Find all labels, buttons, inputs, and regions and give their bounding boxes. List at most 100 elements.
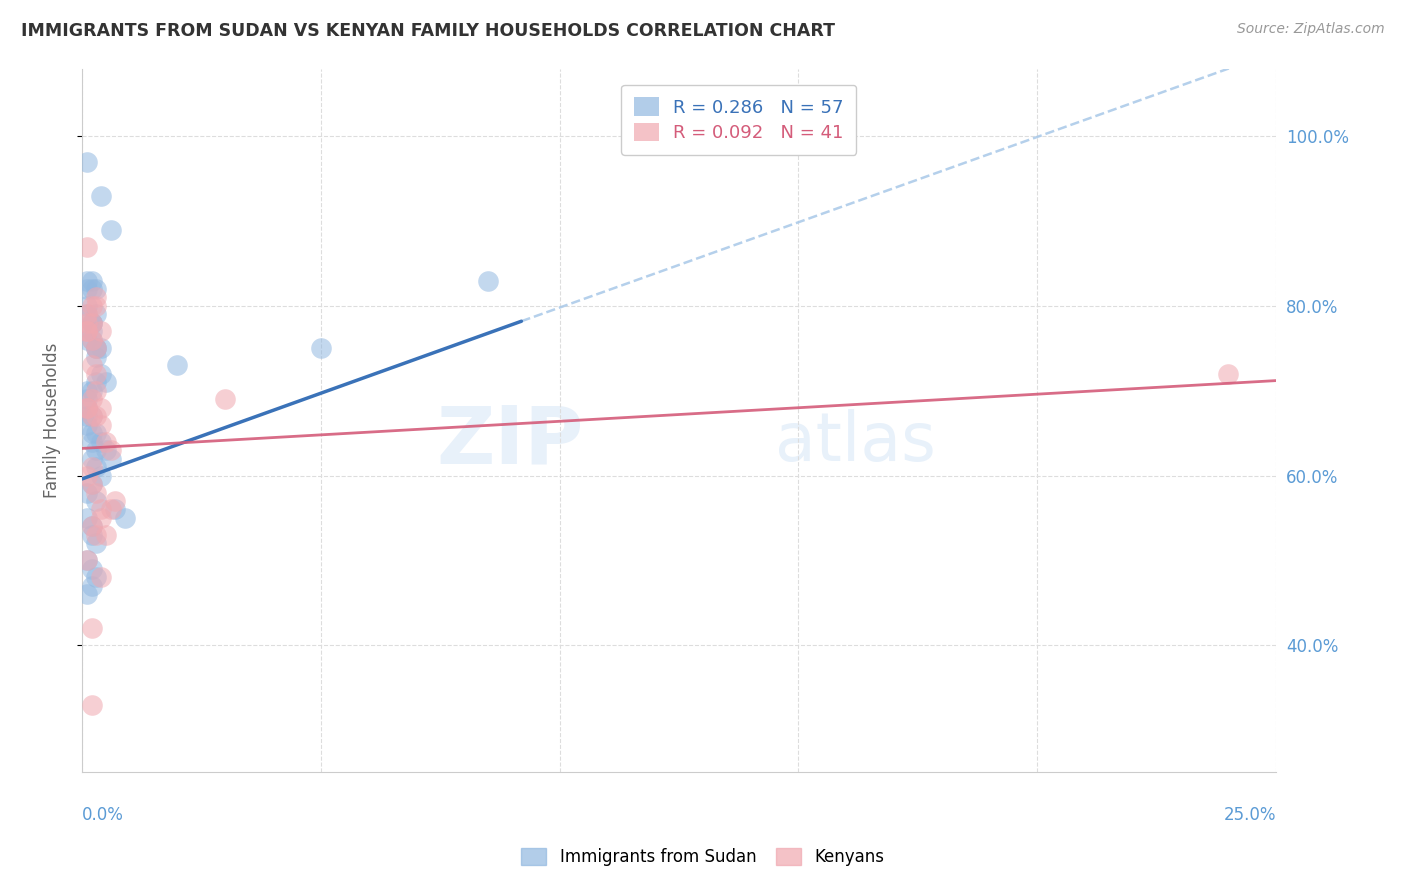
- Point: [80, 282, 103, 296]
- Text: IMMIGRANTS FROM SUDAN VS KENYAN FAMILY HOUSEHOLDS CORRELATION CHART: IMMIGRANTS FROM SUDAN VS KENYAN FAMILY H…: [21, 22, 835, 40]
- Point: [90, 468, 112, 483]
- Point: [94, 434, 117, 449]
- Point: [76, 273, 98, 287]
- Point: [90, 188, 112, 202]
- Point: [90, 511, 112, 525]
- Point: [80, 579, 103, 593]
- Point: [76, 333, 98, 347]
- Point: [84, 409, 107, 424]
- Point: [90, 401, 112, 415]
- Point: [100, 451, 122, 466]
- Point: [84, 528, 107, 542]
- Point: [100, 443, 122, 458]
- Point: [84, 291, 107, 305]
- Point: [80, 409, 103, 424]
- Point: [94, 443, 117, 458]
- Point: [309, 342, 332, 356]
- Point: [76, 409, 98, 424]
- Point: [90, 502, 112, 516]
- Point: [76, 299, 98, 313]
- Point: [90, 342, 112, 356]
- Point: [76, 154, 98, 169]
- Point: [84, 570, 107, 584]
- Point: [104, 502, 127, 516]
- Point: [84, 308, 107, 322]
- Point: [84, 460, 107, 475]
- Point: [80, 528, 103, 542]
- Point: [80, 426, 103, 441]
- Point: [100, 222, 122, 236]
- Text: 25.0%: 25.0%: [1223, 806, 1277, 824]
- Point: [80, 477, 103, 491]
- Point: [76, 511, 98, 525]
- Point: [80, 299, 103, 313]
- Point: [80, 519, 103, 533]
- Point: [80, 460, 103, 475]
- Text: ZIP: ZIP: [436, 402, 583, 481]
- Point: [80, 451, 103, 466]
- Point: [76, 587, 98, 601]
- Point: [80, 434, 103, 449]
- Point: [90, 417, 112, 432]
- Point: [80, 698, 103, 712]
- Point: [80, 273, 103, 287]
- Point: [84, 384, 107, 398]
- Point: [477, 273, 499, 287]
- Point: [80, 384, 103, 398]
- Point: [84, 494, 107, 508]
- Point: [84, 299, 107, 313]
- Point: [104, 494, 127, 508]
- Text: 0.0%: 0.0%: [82, 806, 124, 824]
- Point: [84, 350, 107, 364]
- Point: [76, 401, 98, 415]
- Point: [94, 376, 117, 390]
- Point: [84, 426, 107, 441]
- Point: [80, 519, 103, 533]
- Point: [76, 468, 98, 483]
- Point: [84, 443, 107, 458]
- Text: atlas: atlas: [775, 409, 935, 475]
- Point: [84, 485, 107, 500]
- Point: [80, 621, 103, 635]
- Point: [76, 485, 98, 500]
- Point: [80, 392, 103, 407]
- Point: [84, 536, 107, 550]
- Point: [76, 325, 98, 339]
- Legend: R = 0.286   N = 57, R = 0.092   N = 41: R = 0.286 N = 57, R = 0.092 N = 41: [621, 85, 856, 155]
- Point: [76, 239, 98, 253]
- Point: [90, 434, 112, 449]
- Point: [76, 417, 98, 432]
- Point: [76, 401, 98, 415]
- Point: [80, 409, 103, 424]
- Point: [1218, 367, 1240, 381]
- Point: [84, 342, 107, 356]
- Point: [214, 392, 236, 407]
- Point: [90, 367, 112, 381]
- Point: [84, 367, 107, 381]
- Point: [84, 342, 107, 356]
- Point: [76, 316, 98, 330]
- Point: [76, 325, 98, 339]
- Point: [76, 553, 98, 567]
- Point: [76, 392, 98, 407]
- Point: [100, 502, 122, 516]
- Point: [80, 316, 103, 330]
- Point: [80, 333, 103, 347]
- Legend: Immigrants from Sudan, Kenyans: Immigrants from Sudan, Kenyans: [513, 840, 893, 875]
- Point: [84, 376, 107, 390]
- Point: [90, 570, 112, 584]
- Point: [90, 325, 112, 339]
- Y-axis label: Family Households: Family Households: [44, 343, 60, 498]
- Point: [80, 316, 103, 330]
- Text: Source: ZipAtlas.com: Source: ZipAtlas.com: [1237, 22, 1385, 37]
- Point: [76, 282, 98, 296]
- Point: [94, 528, 117, 542]
- Point: [76, 553, 98, 567]
- Point: [80, 477, 103, 491]
- Point: [80, 359, 103, 373]
- Point: [166, 359, 188, 373]
- Point: [76, 308, 98, 322]
- Point: [80, 333, 103, 347]
- Point: [76, 308, 98, 322]
- Point: [80, 316, 103, 330]
